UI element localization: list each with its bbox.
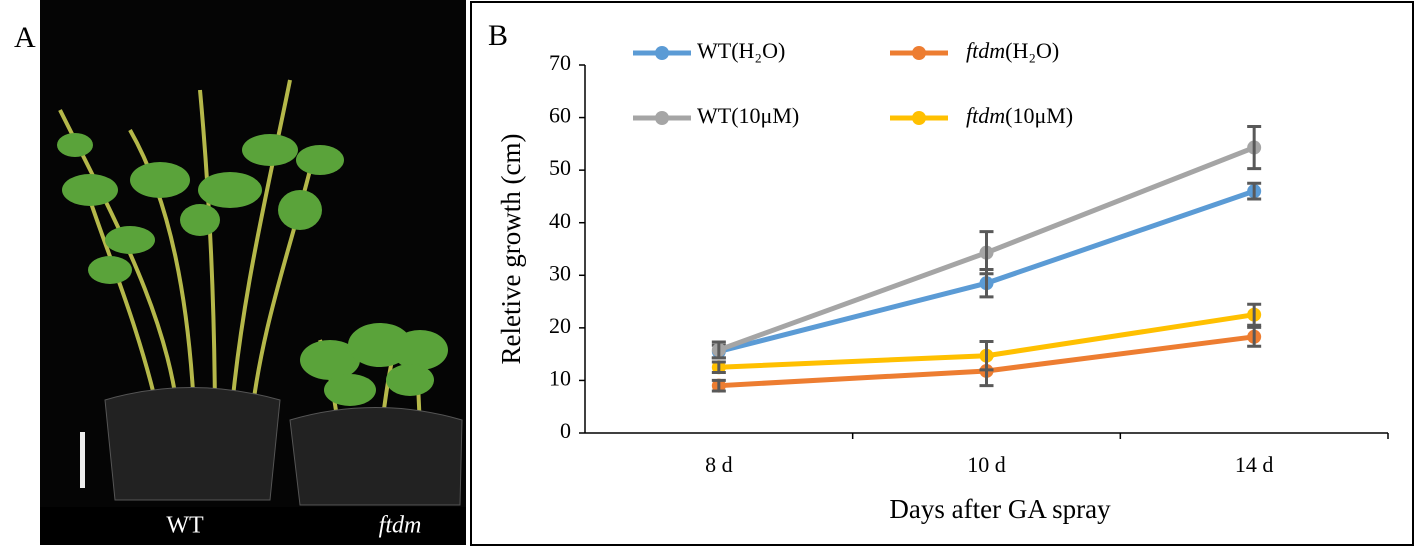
y-tick-label: 0 xyxy=(560,418,571,443)
x-tick-label: 10 d xyxy=(967,452,1006,477)
x-tick-label: 14 d xyxy=(1235,452,1274,477)
photo xyxy=(40,0,466,507)
panel-label: B xyxy=(488,19,508,52)
error-bar xyxy=(979,340,994,372)
error-bar xyxy=(711,340,726,360)
caption: WT xyxy=(166,513,204,539)
legend-label: ftdm(H₂O) xyxy=(966,38,1059,63)
legend-label: ftdm(10μM) xyxy=(966,103,1073,128)
error-bar xyxy=(1247,302,1262,327)
error-bar xyxy=(1247,125,1262,171)
y-tick-label: 70 xyxy=(549,50,571,75)
y-tick-label: 40 xyxy=(549,208,571,233)
panel-frame xyxy=(470,1,1414,546)
x-tick-label: 8 d xyxy=(705,452,733,477)
y-tick-label: 30 xyxy=(549,260,571,285)
legend-label: WT(10μM) xyxy=(697,103,799,128)
y-axis-title: Reletive growth (cm) xyxy=(496,134,526,365)
y-tick-label: 60 xyxy=(549,103,571,128)
legend-marker xyxy=(655,111,669,125)
error-bar xyxy=(711,360,726,375)
y-tick-label: 10 xyxy=(549,365,571,390)
legend-marker xyxy=(912,46,926,60)
panel-label: A xyxy=(14,21,36,54)
caption-bar xyxy=(40,507,466,545)
caption: ftdm xyxy=(379,513,422,539)
legend-label: WT(H₂O) xyxy=(697,38,785,63)
error-bar xyxy=(1247,325,1262,348)
error-bar xyxy=(979,230,994,276)
y-tick-label: 50 xyxy=(549,155,571,180)
error-bar xyxy=(1247,181,1262,201)
x-axis-title: Days after GA spray xyxy=(889,494,1111,524)
error-bar xyxy=(711,378,726,393)
y-tick-label: 20 xyxy=(549,313,571,338)
legend-marker xyxy=(655,46,669,60)
legend-marker xyxy=(912,111,926,125)
